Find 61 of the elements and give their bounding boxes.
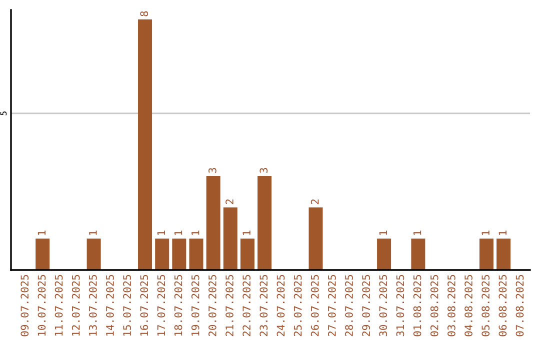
bar [240, 238, 254, 270]
x-tick-label: 02.08.2025 [430, 275, 438, 336]
bar [377, 238, 392, 270]
data-label: 3 [260, 168, 268, 173]
bar [36, 238, 50, 270]
x-tick-label: 31.07.2025 [396, 275, 404, 336]
x-tick-label: 05.08.2025 [482, 275, 490, 336]
x-tick-label: 18.07.2025 [174, 275, 182, 336]
x-tick-label: 01.08.2025 [413, 275, 422, 336]
x-tick-label: 23.07.2025 [260, 275, 268, 336]
bar [496, 238, 511, 270]
data-label: 1 [379, 230, 387, 235]
x-tick-label: 27.07.2025 [328, 275, 336, 336]
x-tick-label: 07.08.2025 [516, 275, 524, 336]
data-label: 8 [140, 11, 148, 16]
data-label: 1 [192, 230, 200, 235]
x-tick-label: 22.07.2025 [242, 275, 250, 336]
bar [189, 238, 204, 270]
bar [308, 207, 323, 270]
x-tick-label: 04.08.2025 [464, 275, 472, 336]
x-tick-label: 21.07.2025 [226, 275, 234, 336]
data-label: 1 [38, 230, 46, 235]
bar [86, 238, 101, 270]
bar [258, 176, 272, 270]
x-tick-label: 06.08.2025 [498, 275, 507, 336]
x-tick-label: 14.07.2025 [106, 275, 114, 336]
x-tick-label: 11.07.2025 [54, 275, 63, 336]
data-label: 1 [174, 230, 182, 235]
bar [172, 238, 186, 270]
x-tick-label: 03.08.2025 [447, 275, 456, 336]
x-tick-label: 25.07.2025 [294, 275, 302, 336]
bar [155, 238, 170, 270]
x-tick-label: 17.07.2025 [157, 275, 166, 336]
data-label: 1 [413, 230, 422, 235]
data-label: 3 [208, 168, 216, 173]
bar [411, 238, 426, 270]
x-tick-label: 20.07.2025 [208, 275, 216, 336]
x-tick-label: 09.07.2025 [20, 275, 29, 336]
x-tick-label: 28.07.2025 [345, 275, 353, 336]
data-label: 2 [310, 199, 319, 204]
bar [223, 207, 238, 270]
data-label: 2 [226, 199, 234, 204]
bar [138, 19, 152, 270]
x-tick-label: 13.07.2025 [88, 275, 97, 336]
x-tick-label: 12.07.2025 [72, 275, 80, 336]
x-tick-label: 10.07.2025 [38, 275, 46, 336]
x-tick-label: 30.07.2025 [379, 275, 388, 336]
x-tick-label: 24.07.2025 [276, 275, 285, 336]
x-tick-label: 15.07.2025 [123, 275, 131, 336]
x-tick-label: 16.07.2025 [140, 275, 148, 336]
data-label: 1 [482, 230, 490, 235]
x-tick-label: 29.07.2025 [362, 275, 370, 336]
data-label: 1 [157, 230, 165, 235]
x-tick-label: 26.07.2025 [310, 275, 319, 336]
bar [206, 176, 220, 270]
data-label: 1 [89, 230, 97, 235]
data-label: 1 [498, 230, 506, 235]
y-tick-label: 5 [0, 112, 7, 116]
bar [479, 238, 494, 270]
x-tick-label: 19.07.2025 [191, 275, 200, 336]
data-label: 1 [242, 230, 250, 235]
